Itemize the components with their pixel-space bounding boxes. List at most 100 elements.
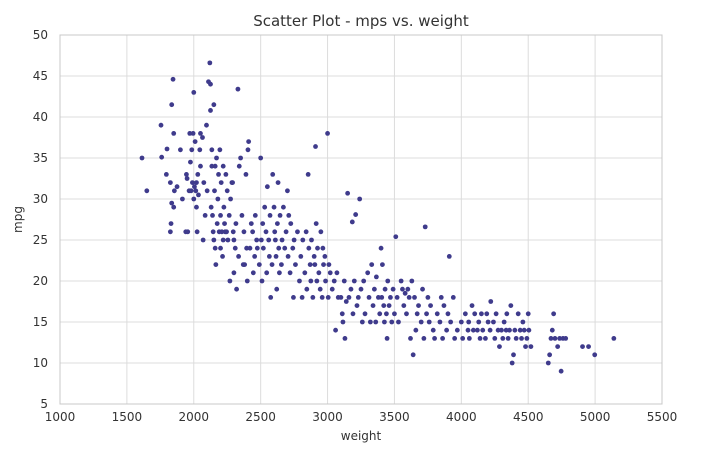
data-point bbox=[384, 336, 390, 341]
data-point bbox=[334, 270, 340, 276]
data-point bbox=[272, 229, 278, 235]
data-point bbox=[208, 108, 213, 113]
data-point bbox=[274, 286, 280, 292]
data-point bbox=[586, 344, 591, 349]
data-point bbox=[283, 229, 289, 235]
data-point bbox=[418, 319, 424, 325]
data-point bbox=[266, 237, 272, 243]
data-point bbox=[525, 311, 531, 317]
data-point bbox=[366, 295, 372, 300]
data-point bbox=[367, 319, 373, 325]
data-point bbox=[329, 286, 335, 292]
data-point bbox=[312, 262, 318, 267]
data-point bbox=[236, 163, 242, 169]
data-point bbox=[373, 319, 379, 325]
data-point bbox=[426, 319, 432, 325]
x-tick-label: 1500 bbox=[112, 410, 143, 424]
data-point bbox=[343, 299, 349, 304]
data-point bbox=[466, 336, 472, 341]
data-point bbox=[563, 336, 569, 341]
data-point bbox=[323, 278, 328, 284]
data-point bbox=[492, 336, 498, 341]
y-axis-label: mpg bbox=[11, 206, 25, 233]
data-point bbox=[355, 295, 361, 300]
data-point bbox=[314, 278, 320, 284]
data-point bbox=[264, 270, 270, 276]
data-point bbox=[194, 229, 200, 235]
data-point bbox=[315, 245, 320, 251]
data-point bbox=[513, 336, 519, 341]
data-point bbox=[545, 360, 551, 366]
data-point bbox=[551, 311, 557, 317]
data-point bbox=[434, 311, 440, 317]
data-point bbox=[192, 139, 198, 145]
data-point bbox=[219, 229, 225, 235]
data-point bbox=[420, 286, 425, 292]
grid-lines bbox=[59, 34, 663, 405]
data-point bbox=[378, 245, 384, 251]
y-tick-label: 10 bbox=[33, 356, 48, 370]
data-point bbox=[311, 254, 317, 259]
data-point bbox=[361, 278, 367, 284]
data-point bbox=[231, 270, 237, 276]
data-point bbox=[440, 336, 446, 341]
x-tick-label: 5000 bbox=[580, 410, 611, 424]
data-point bbox=[428, 303, 433, 308]
data-point bbox=[194, 204, 199, 210]
data-point bbox=[298, 254, 304, 259]
data-point bbox=[495, 327, 501, 333]
data-point bbox=[528, 344, 534, 349]
data-point bbox=[409, 278, 415, 284]
data-point bbox=[381, 303, 387, 308]
data-point bbox=[178, 147, 183, 153]
data-point bbox=[297, 278, 302, 284]
data-point bbox=[507, 327, 512, 333]
data-point bbox=[212, 163, 218, 169]
data-point bbox=[357, 196, 363, 202]
data-point bbox=[236, 254, 241, 259]
data-point bbox=[212, 245, 218, 251]
data-point bbox=[526, 327, 532, 333]
data-point bbox=[271, 204, 277, 210]
data-point bbox=[392, 311, 397, 317]
data-point bbox=[349, 219, 355, 225]
data-point bbox=[198, 163, 203, 169]
data-point bbox=[209, 147, 215, 153]
data-point bbox=[200, 237, 206, 243]
data-point bbox=[245, 147, 251, 153]
data-point bbox=[184, 176, 190, 181]
data-point bbox=[310, 295, 316, 300]
data-point bbox=[214, 155, 219, 161]
data-point bbox=[466, 319, 472, 325]
data-point bbox=[555, 344, 561, 349]
data-point bbox=[432, 336, 437, 341]
data-point bbox=[202, 213, 208, 218]
data-point bbox=[224, 229, 229, 235]
data-point bbox=[169, 102, 175, 108]
x-tick-label: 5500 bbox=[647, 410, 678, 424]
data-point bbox=[266, 254, 272, 259]
data-point bbox=[211, 102, 217, 108]
x-tick-label: 3500 bbox=[379, 410, 410, 424]
data-point bbox=[351, 278, 357, 284]
data-point bbox=[319, 295, 325, 300]
data-point bbox=[398, 278, 404, 284]
data-point bbox=[422, 224, 428, 230]
data-point bbox=[382, 319, 387, 325]
data-point bbox=[517, 327, 523, 333]
data-point bbox=[394, 295, 400, 300]
data-point bbox=[405, 286, 411, 292]
data-point bbox=[232, 245, 238, 251]
data-point bbox=[346, 295, 352, 300]
data-point bbox=[246, 139, 252, 145]
data-point bbox=[272, 237, 278, 243]
data-point bbox=[313, 221, 319, 227]
data-point bbox=[309, 237, 314, 243]
data-point bbox=[373, 274, 379, 280]
data-point bbox=[318, 229, 324, 235]
data-point bbox=[379, 295, 385, 300]
data-point bbox=[274, 221, 280, 227]
data-point bbox=[450, 295, 456, 300]
y-axis-ticks: 5 10 15 20 25 30 35 40 45 50 bbox=[33, 28, 48, 411]
